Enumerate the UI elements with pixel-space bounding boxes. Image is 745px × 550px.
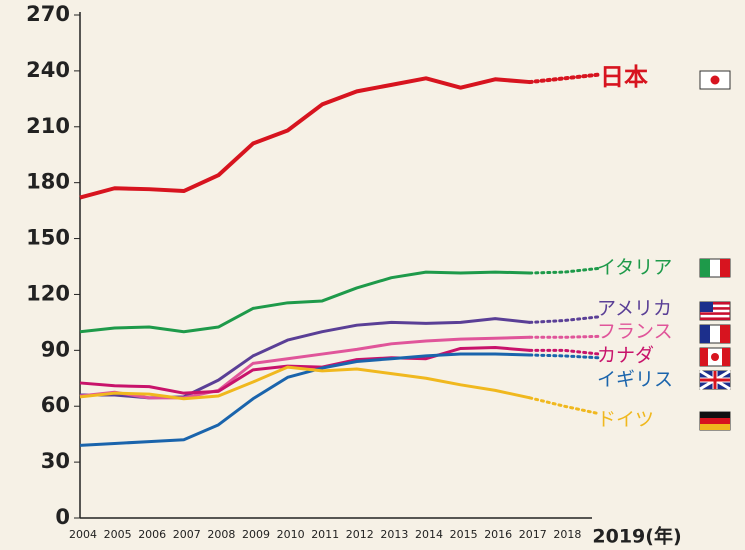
y-tick-label: 210 [26, 114, 70, 138]
series-line [79, 365, 531, 401]
series-line [79, 76, 530, 200]
series-projection [528, 266, 601, 275]
y-tick-label: 270 [26, 2, 70, 26]
x-tick-label: 2018 [553, 528, 581, 541]
flag-disc [710, 75, 720, 85]
flag-cross [700, 371, 730, 389]
flag-icon [699, 301, 731, 321]
flag-band [700, 325, 710, 343]
flag-stripe [700, 307, 730, 310]
flag-icon [699, 411, 731, 431]
flag-canton [700, 302, 713, 312]
flag-band [700, 259, 710, 277]
y-tick-label: 90 [41, 337, 70, 361]
flag-band [700, 412, 730, 418]
y-tick-label: 0 [55, 505, 70, 529]
flag-icon [699, 369, 731, 391]
y-tick-label: 60 [41, 393, 70, 417]
series-label: ドイツ [597, 409, 654, 431]
x-tick-label: 2016 [484, 528, 512, 541]
y-tick-label: 30 [41, 449, 70, 473]
x-tick-label: 2006 [138, 528, 166, 541]
flag-icon [699, 70, 731, 90]
x-tick-label: 2007 [173, 528, 201, 541]
flag-band [700, 348, 708, 366]
x-tick-label: 2017 [519, 528, 547, 541]
series-label: フランス [597, 321, 673, 343]
flag-stripe [700, 312, 730, 315]
flag-stripe [700, 317, 730, 320]
y-tick-label: 180 [26, 170, 70, 194]
flag-icon [699, 324, 731, 344]
series-projection [528, 348, 601, 356]
flag-band [720, 325, 730, 343]
series-label: イギリス [597, 369, 673, 391]
series-projection [528, 353, 601, 360]
series-line [79, 346, 530, 395]
flag-stripe [700, 302, 730, 305]
series-label: カナダ [597, 345, 654, 367]
series-label: イタリア [597, 257, 672, 279]
x-tick-label: 2015 [450, 528, 478, 541]
flag-leaf [711, 353, 719, 361]
x-tick-label: 2009 [242, 528, 270, 541]
x-tick-label: 2005 [104, 528, 132, 541]
x-tick-label: 2010 [277, 528, 305, 541]
flag-icon [699, 258, 731, 278]
series-line [79, 270, 530, 334]
x-tick-label: 2014 [415, 528, 443, 541]
x-tick-label: 2013 [380, 528, 408, 541]
series-line [79, 352, 530, 447]
y-tick-label: 240 [26, 58, 70, 82]
flag-band [720, 259, 730, 277]
series-projection [528, 334, 601, 339]
series-label: 日本 [600, 63, 648, 91]
x-tick-label: 2012 [346, 528, 374, 541]
series-line [79, 335, 530, 400]
x-tick-label: 2019(年) [592, 525, 681, 548]
series-label: アメリカ [597, 298, 672, 320]
flag-band [722, 348, 730, 366]
x-tick-label: 2008 [207, 528, 235, 541]
flag-icon [699, 347, 731, 367]
series-projection [528, 315, 601, 324]
x-tick-label: 2004 [69, 528, 97, 541]
y-tick-label: 150 [26, 226, 70, 250]
flag-band [700, 418, 730, 424]
y-tick-label: 120 [26, 281, 70, 305]
flag-band [700, 424, 730, 430]
series-projection [528, 396, 601, 416]
series-projection [527, 72, 601, 85]
x-tick-label: 2011 [311, 528, 339, 541]
